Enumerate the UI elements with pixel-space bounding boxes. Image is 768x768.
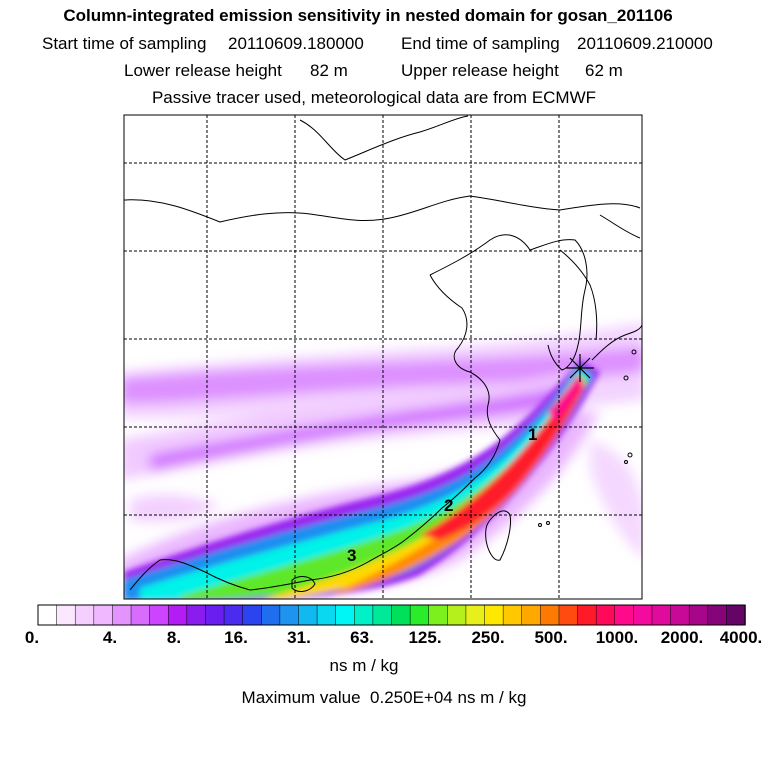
receptor-star-icon <box>566 354 594 382</box>
right-patch <box>590 440 642 558</box>
taiwan <box>485 510 511 561</box>
colorbar-tick-label: 63. <box>350 628 374 647</box>
colorbar-swatch <box>614 604 635 626</box>
max-value-label: Maximum value <box>241 688 361 707</box>
colorbar-units: ns m / kg <box>329 656 399 675</box>
colorbar-swatch <box>130 604 151 626</box>
colorbar-outline <box>37 604 746 626</box>
korea-coast <box>429 234 588 371</box>
colorbar-swatch <box>335 604 356 626</box>
colorbar-swatch <box>242 604 263 626</box>
island-1 <box>627 452 633 458</box>
end-time-label: End time of sampling <box>401 34 560 53</box>
island-3 <box>546 521 550 525</box>
vietnam-coast <box>129 559 251 591</box>
colorbar-tick-label: 4. <box>102 628 118 647</box>
trajectory-label-3: 3 <box>347 546 356 565</box>
colorbar-swatch <box>372 604 393 626</box>
colorbar-swatch <box>428 604 449 626</box>
upper-release-value: 62 m <box>585 61 623 80</box>
max-value-line: Maximum value 0.250E+04 ns m / kg <box>0 688 768 708</box>
colorbar-swatch <box>595 604 616 626</box>
start-time-label: Start time of sampling <box>42 34 207 53</box>
japan-coast <box>591 214 642 361</box>
colorbar-swatch <box>521 604 542 626</box>
colorbar-swatch <box>465 604 486 626</box>
colorbar-swatch <box>540 604 560 626</box>
colorbar-tick-label: 125. <box>408 628 442 647</box>
colorbar-swatch <box>484 604 504 626</box>
colorbar-tick-label: 2000. <box>660 628 704 647</box>
upper-release-label: Upper release height <box>401 61 559 80</box>
max-value: 0.250E+04 <box>370 688 453 707</box>
colorbar-tick-label: 31. <box>287 628 311 647</box>
plume-band-magenta <box>548 374 584 422</box>
colorbar-tick-label: 1000. <box>595 628 639 647</box>
colorbar-swatch <box>93 604 114 626</box>
colorbar-swatch <box>726 604 746 626</box>
trajectory-label-2: 2 <box>444 496 453 515</box>
colorbar-swatch <box>149 604 169 626</box>
colorbar-swatch <box>167 604 188 626</box>
colorbar-tick-label: 4000. <box>719 628 763 647</box>
colorbar <box>37 604 746 626</box>
korea-east <box>559 249 598 341</box>
colorbar-swatch <box>74 604 95 626</box>
islands <box>538 349 637 527</box>
colorbar-swatch <box>558 604 579 626</box>
colorbar-swatch <box>112 604 132 626</box>
middle-plume-inner <box>150 384 575 470</box>
map-area: 1 2 3 <box>124 115 642 599</box>
colorbar-swatch <box>205 604 225 626</box>
colorbar-swatch <box>447 604 467 626</box>
colorbar-tick-label: 250. <box>471 628 505 647</box>
island-5 <box>631 349 637 355</box>
colorbar-swatch <box>279 604 300 626</box>
colorbar-swatch <box>37 604 58 626</box>
colorbar-swatch <box>409 604 430 626</box>
colorbar-swatch <box>186 604 207 626</box>
colorbar-swatch <box>298 604 318 626</box>
colorbar-swatch <box>261 604 281 626</box>
tracer-note: Passive tracer used, meteorological data… <box>151 88 597 107</box>
coastlines <box>124 115 642 592</box>
china-coast <box>249 274 501 591</box>
colorbar-swatch <box>391 604 411 626</box>
plume-band-violet <box>124 360 600 599</box>
colorbar-swatch <box>577 604 597 626</box>
colorbar-tick-label: 8. <box>166 628 182 647</box>
colorbar-swatch <box>651 604 672 626</box>
colorbar-swatch <box>223 604 244 626</box>
island-4 <box>538 523 542 527</box>
colorbar-tick-label: 16. <box>224 628 248 647</box>
north-border <box>299 115 469 161</box>
colorbar-swatch <box>707 604 728 626</box>
colorbar-swatch <box>670 604 690 626</box>
main-plume <box>124 360 600 599</box>
left-patch <box>130 494 220 522</box>
hainan <box>291 576 316 592</box>
island-2 <box>624 460 628 464</box>
chart-title: Column-integrated emission sensitivity i… <box>63 6 673 25</box>
colorbar-swatch <box>688 604 709 626</box>
end-time-value: 20110609.210000 <box>577 34 713 53</box>
mongolia-border <box>124 195 641 223</box>
island-6 <box>623 375 629 381</box>
colorbar-swatch <box>354 604 374 626</box>
start-time-value: 20110609.180000 <box>228 34 364 53</box>
max-value-units: ns m / kg <box>457 688 527 707</box>
colorbar-swatch <box>316 604 337 626</box>
colorbar-tick-label: 0. <box>24 628 40 647</box>
colorbar-tick-label: 500. <box>534 628 568 647</box>
colorbar-swatch <box>502 604 523 626</box>
lower-release-value: 82 m <box>310 61 348 80</box>
colorbar-swatch <box>56 604 76 626</box>
trajectory-label-1: 1 <box>528 425 537 444</box>
map-frame <box>123 114 643 600</box>
colorbar-swatch <box>633 604 653 626</box>
grid-lines <box>124 115 642 599</box>
lower-release-label: Lower release height <box>124 61 282 80</box>
